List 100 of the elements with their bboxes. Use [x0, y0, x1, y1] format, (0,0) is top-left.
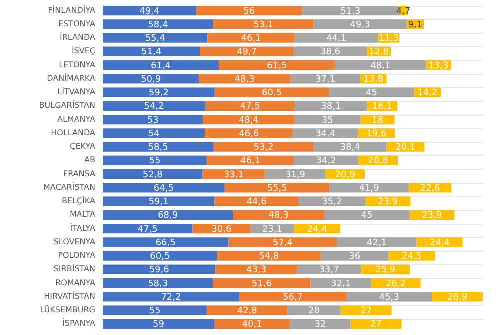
- bar: [208, 33, 295, 43]
- data-label: 24,5: [402, 252, 422, 262]
- y-tick-label: POLONYA: [58, 251, 96, 260]
- data-label: 27: [370, 320, 382, 330]
- y-tick-label: ESTONYA: [58, 19, 96, 28]
- y-tick-label: AB: [84, 156, 96, 165]
- data-label: 34,4: [316, 129, 336, 140]
- bar: [205, 101, 296, 111]
- data-label: 51,4: [142, 48, 162, 58]
- data-label: 55,5: [267, 184, 288, 194]
- data-label: 50,9: [141, 74, 162, 85]
- data-label: 57,4: [272, 238, 294, 248]
- bar: [214, 319, 290, 329]
- bar: [103, 278, 214, 288]
- bar: [330, 183, 409, 193]
- data-label: 48,3: [234, 74, 255, 85]
- data-label: 72,2: [161, 292, 182, 303]
- bar: [224, 183, 330, 193]
- data-label: 59,6: [149, 266, 170, 276]
- data-label: 34,2: [316, 156, 336, 167]
- data-label: 27: [360, 306, 372, 317]
- bar: [103, 196, 215, 206]
- bar: [294, 156, 359, 166]
- bar: [320, 251, 389, 261]
- bar: [340, 306, 392, 316]
- bar: [290, 319, 351, 329]
- bar: [360, 115, 395, 125]
- bar: [288, 306, 341, 316]
- data-label: 30,6: [212, 224, 232, 235]
- data-label: 46,1: [240, 156, 261, 167]
- data-label: 24,4: [307, 224, 328, 235]
- data-label: 38,4: [340, 143, 361, 154]
- data-label: 59,2: [148, 88, 169, 99]
- bar: [103, 306, 207, 316]
- data-label: 26,9: [448, 292, 468, 303]
- bar: [103, 210, 234, 220]
- bar: [219, 60, 336, 70]
- data-label: 48,3: [268, 211, 289, 222]
- data-label: 40,1: [242, 320, 262, 330]
- data-label: 55: [149, 156, 161, 167]
- data-label: 53,1: [254, 20, 274, 30]
- bar: [294, 46, 367, 56]
- data-label: 48,4: [238, 116, 260, 126]
- data-label: 33,7: [319, 266, 340, 276]
- bar: [200, 46, 294, 56]
- y-tick-label: İRLANDA: [60, 32, 96, 42]
- data-label: 58,3: [148, 279, 168, 290]
- bar: [199, 74, 290, 84]
- data-label: 45: [361, 211, 373, 222]
- data-label: 38,6: [320, 48, 341, 58]
- y-tick-label: LÜKSEMBURG: [40, 304, 96, 315]
- data-label: 35,2: [322, 198, 342, 208]
- bar: [213, 278, 311, 288]
- bar: [346, 292, 432, 302]
- data-label: 47,5: [240, 102, 260, 112]
- bar: [239, 292, 347, 302]
- data-label: 26,2: [386, 279, 406, 290]
- data-label: 55: [149, 306, 161, 317]
- y-tick-label: İSPANYA: [62, 318, 96, 328]
- bar: [293, 128, 358, 138]
- data-label: 16,1: [372, 102, 392, 112]
- data-label: 60,5: [262, 88, 282, 99]
- y-tick-label: HOLLANDA: [51, 128, 96, 138]
- data-label: 32,1: [330, 279, 352, 290]
- data-label: 49,4: [140, 6, 160, 17]
- bar: [335, 60, 426, 70]
- data-label: 46,6: [239, 129, 260, 140]
- bar: [214, 88, 330, 98]
- data-label: 23,9: [378, 198, 398, 208]
- bar: [103, 170, 203, 180]
- bar: [196, 6, 302, 16]
- bar: [103, 319, 214, 329]
- data-label: 38,1: [321, 102, 342, 112]
- bar: [103, 183, 225, 193]
- bar: [103, 60, 220, 70]
- bar: [337, 238, 417, 248]
- bar: [213, 20, 314, 30]
- bar: [103, 101, 206, 111]
- y-tick-label: SIRBİSTAN: [54, 264, 96, 274]
- y-tick-label: FRANSA: [64, 169, 96, 178]
- bar: [329, 88, 414, 98]
- bar: [233, 210, 324, 220]
- data-label: 37,1: [315, 74, 336, 85]
- bar: [103, 264, 216, 274]
- data-label: 25,9: [376, 266, 396, 276]
- y-tick-label: MALTA: [70, 210, 96, 220]
- bar: [294, 33, 378, 43]
- data-label: 32: [314, 320, 326, 330]
- bar: [294, 115, 361, 125]
- data-label: 44,6: [246, 198, 268, 208]
- bar: [298, 196, 366, 206]
- data-label: 46,1: [241, 34, 262, 44]
- y-tick-label: ROMANYA: [56, 278, 96, 288]
- bar: [206, 156, 294, 166]
- data-label: 53: [147, 116, 159, 126]
- data-label: 28: [308, 306, 320, 317]
- data-label: 35: [322, 116, 334, 126]
- data-label: 60,5: [150, 252, 170, 262]
- y-tick-label: BELÇİKA: [62, 196, 96, 206]
- bar: [103, 251, 218, 261]
